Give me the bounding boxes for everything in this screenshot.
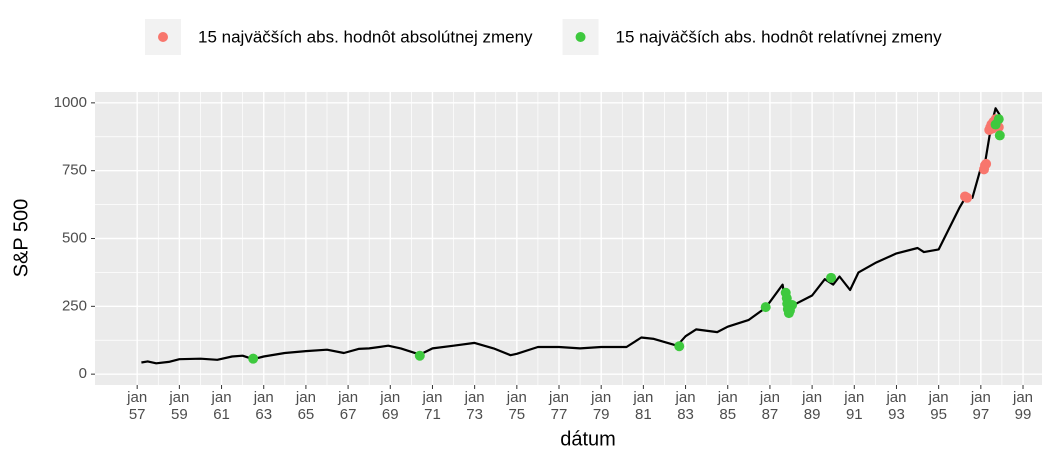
data-point <box>674 341 685 352</box>
x-tick-label: jan 73 <box>464 389 485 423</box>
y-tick-label: 1000 <box>54 94 87 111</box>
x-tick-label: jan 71 <box>422 389 443 423</box>
x-tick-label: jan 81 <box>633 389 654 423</box>
data-point <box>994 130 1005 141</box>
data-point <box>962 192 973 203</box>
x-tick-label: jan 79 <box>591 389 612 423</box>
x-tick-label: jan 65 <box>295 389 316 423</box>
data-point <box>248 353 259 364</box>
x-tick-label: jan 83 <box>675 389 696 423</box>
x-tick-label: jan 93 <box>886 389 907 423</box>
x-axis-label: dátum <box>560 428 616 450</box>
data-point <box>993 114 1004 125</box>
x-tick-label: jan 97 <box>970 389 991 423</box>
y-tick-label: 0 <box>79 365 87 382</box>
x-tick-label: jan 89 <box>802 389 823 423</box>
x-tick-label: jan 67 <box>338 389 359 423</box>
data-line <box>141 107 1001 365</box>
plot-area <box>95 92 1042 385</box>
x-tick-label: jan 99 <box>1013 389 1034 423</box>
data-point <box>787 299 798 310</box>
x-tick-label: jan 75 <box>506 389 527 423</box>
x-tick-label: jan 57 <box>127 389 148 423</box>
y-axis-label: S&P 500 <box>10 199 32 278</box>
data-point <box>981 158 992 169</box>
legend: 15 najväčších abs. hodnôt absolútnej zme… <box>145 19 942 55</box>
data-point <box>760 302 771 313</box>
legend-label: 15 najväčších abs. hodnôt relatívnej zme… <box>616 27 943 46</box>
y-tick-label: 500 <box>62 229 87 246</box>
legend-marker <box>575 32 586 42</box>
x-tick-label: jan 61 <box>211 389 232 423</box>
x-tick-label: jan 59 <box>169 389 190 423</box>
y-tick-label: 250 <box>62 297 87 314</box>
data-point <box>826 272 837 283</box>
x-tick-label: jan 63 <box>253 389 274 423</box>
x-tick-label: jan 69 <box>380 389 401 423</box>
data-point <box>414 350 425 361</box>
x-tick-label: jan 77 <box>548 389 570 423</box>
x-tick-label: jan 87 <box>759 389 780 423</box>
legend-marker <box>158 32 168 42</box>
legend-label: 15 najväčších abs. hodnôt absolútnej zme… <box>198 27 533 46</box>
x-tick-label: jan 95 <box>928 389 949 423</box>
y-tick-label: 750 <box>62 162 87 179</box>
x-tick-label: jan 91 <box>844 389 865 423</box>
x-tick-label: jan 85 <box>717 389 738 423</box>
